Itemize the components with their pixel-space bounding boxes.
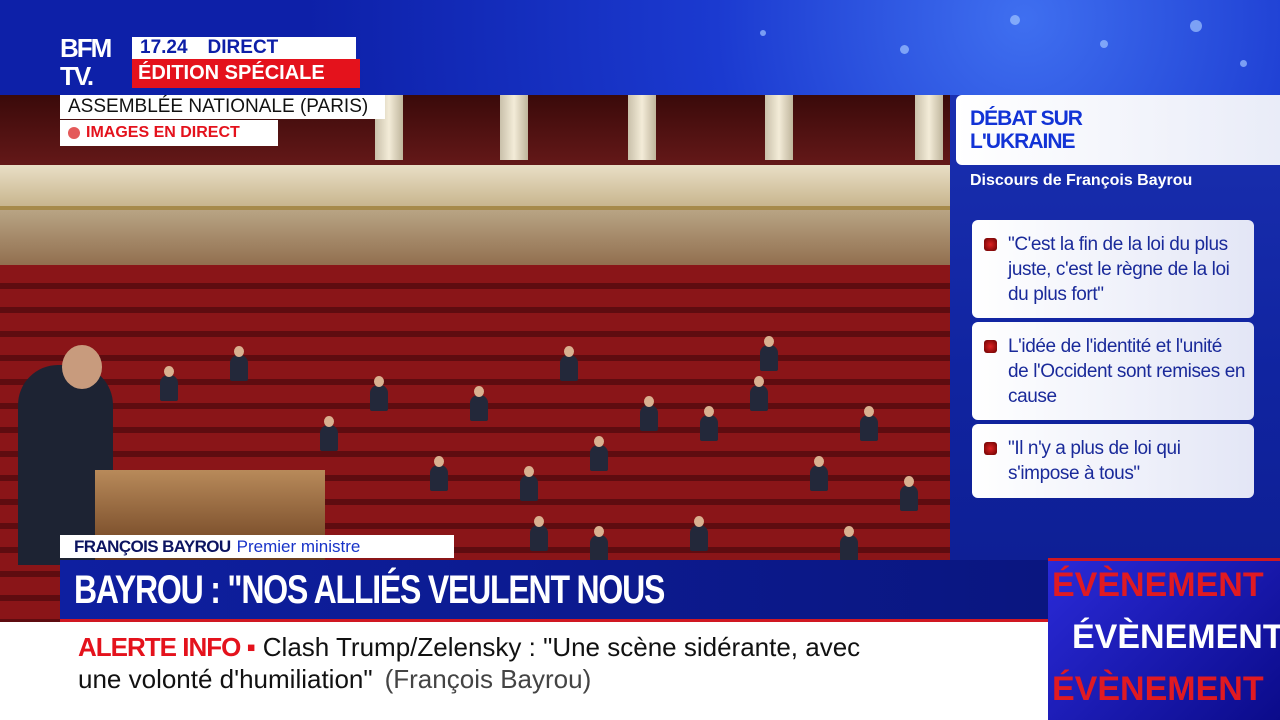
news-ticker	[0, 622, 1048, 720]
bfmtv-logo: BFM TV.	[60, 33, 112, 91]
alert-label: ALERTE INFO ▪	[78, 632, 256, 662]
time: 17.24	[140, 37, 188, 58]
bullet-icon	[984, 340, 997, 353]
ticker-line-2: une volonté d'humiliation" (François Bayr…	[78, 664, 591, 694]
quote-text: L'idée de l'identité et l'unité de l'Occ…	[1008, 336, 1246, 407]
speaker-name-strip: FRANÇOIS BAYROU Premier ministre	[60, 535, 454, 558]
event-text-red-2: ÉVÈNEMENT	[1052, 670, 1264, 708]
quote-card: "C'est la fin de la loi du plus juste, c…	[972, 220, 1254, 318]
ticker-text-1: Clash Trump/Zelensky : "Une scène sidéra…	[262, 632, 861, 662]
live-images-text: IMAGES EN DIRECT	[86, 124, 240, 141]
speaker-role: Premier ministre	[236, 536, 361, 556]
bullet-icon	[984, 442, 997, 455]
panel-subtitle: Discours de François Bayrou	[970, 172, 1193, 189]
ticker-source: (François Bayrou)	[384, 664, 592, 694]
balcony	[0, 165, 950, 210]
bullet-icon	[984, 238, 997, 251]
location-label: ASSEMBLÉE NATIONALE (PARIS)	[60, 95, 385, 119]
edition-label: ÉDITION SPÉCIALE	[132, 59, 360, 88]
event-text-white: ÉVÈNEMENT	[1072, 618, 1280, 656]
live-dot-icon	[68, 127, 80, 139]
headline-text: BAYROU : "NOS ALLIÉS VEULENT NOUS ASSUJE…	[74, 568, 665, 612]
event-text-red: ÉVÈNEMENT	[1052, 566, 1264, 604]
live-label: DIRECT	[207, 37, 279, 58]
ticker-text-2: une volonté d'humiliation"	[78, 664, 373, 694]
speaker-name: FRANÇOIS BAYROU	[74, 536, 231, 556]
wall	[0, 210, 950, 270]
quote-card: "Il n'y a plus de loi qui s'impose à tou…	[972, 424, 1254, 498]
event-banner: ÉVÈNEMENT ÉVÈNEMENT ÉVÈNEMENT	[1048, 558, 1280, 720]
headline: BAYROU : "NOS ALLIÉS VEULENT NOUS ASSUJE…	[60, 560, 1048, 622]
quote-card: L'idée de l'identité et l'unité de l'Occ…	[972, 322, 1254, 420]
live-images-label: IMAGES EN DIRECT	[60, 120, 278, 146]
time-box: 17.24 DIRECT	[132, 37, 356, 59]
panel-title-text: DÉBAT SUR L'UKRAINE	[970, 107, 1083, 153]
quote-text: "Il n'y a plus de loi qui s'impose à tou…	[1008, 438, 1181, 484]
ticker-line-1: ALERTE INFO ▪ Clash Trump/Zelensky : "Une…	[78, 632, 860, 662]
panel-title: DÉBAT SUR L'UKRAINE	[956, 95, 1280, 165]
quote-text: "C'est la fin de la loi du plus juste, c…	[1008, 234, 1230, 305]
speaker-head	[62, 345, 102, 389]
